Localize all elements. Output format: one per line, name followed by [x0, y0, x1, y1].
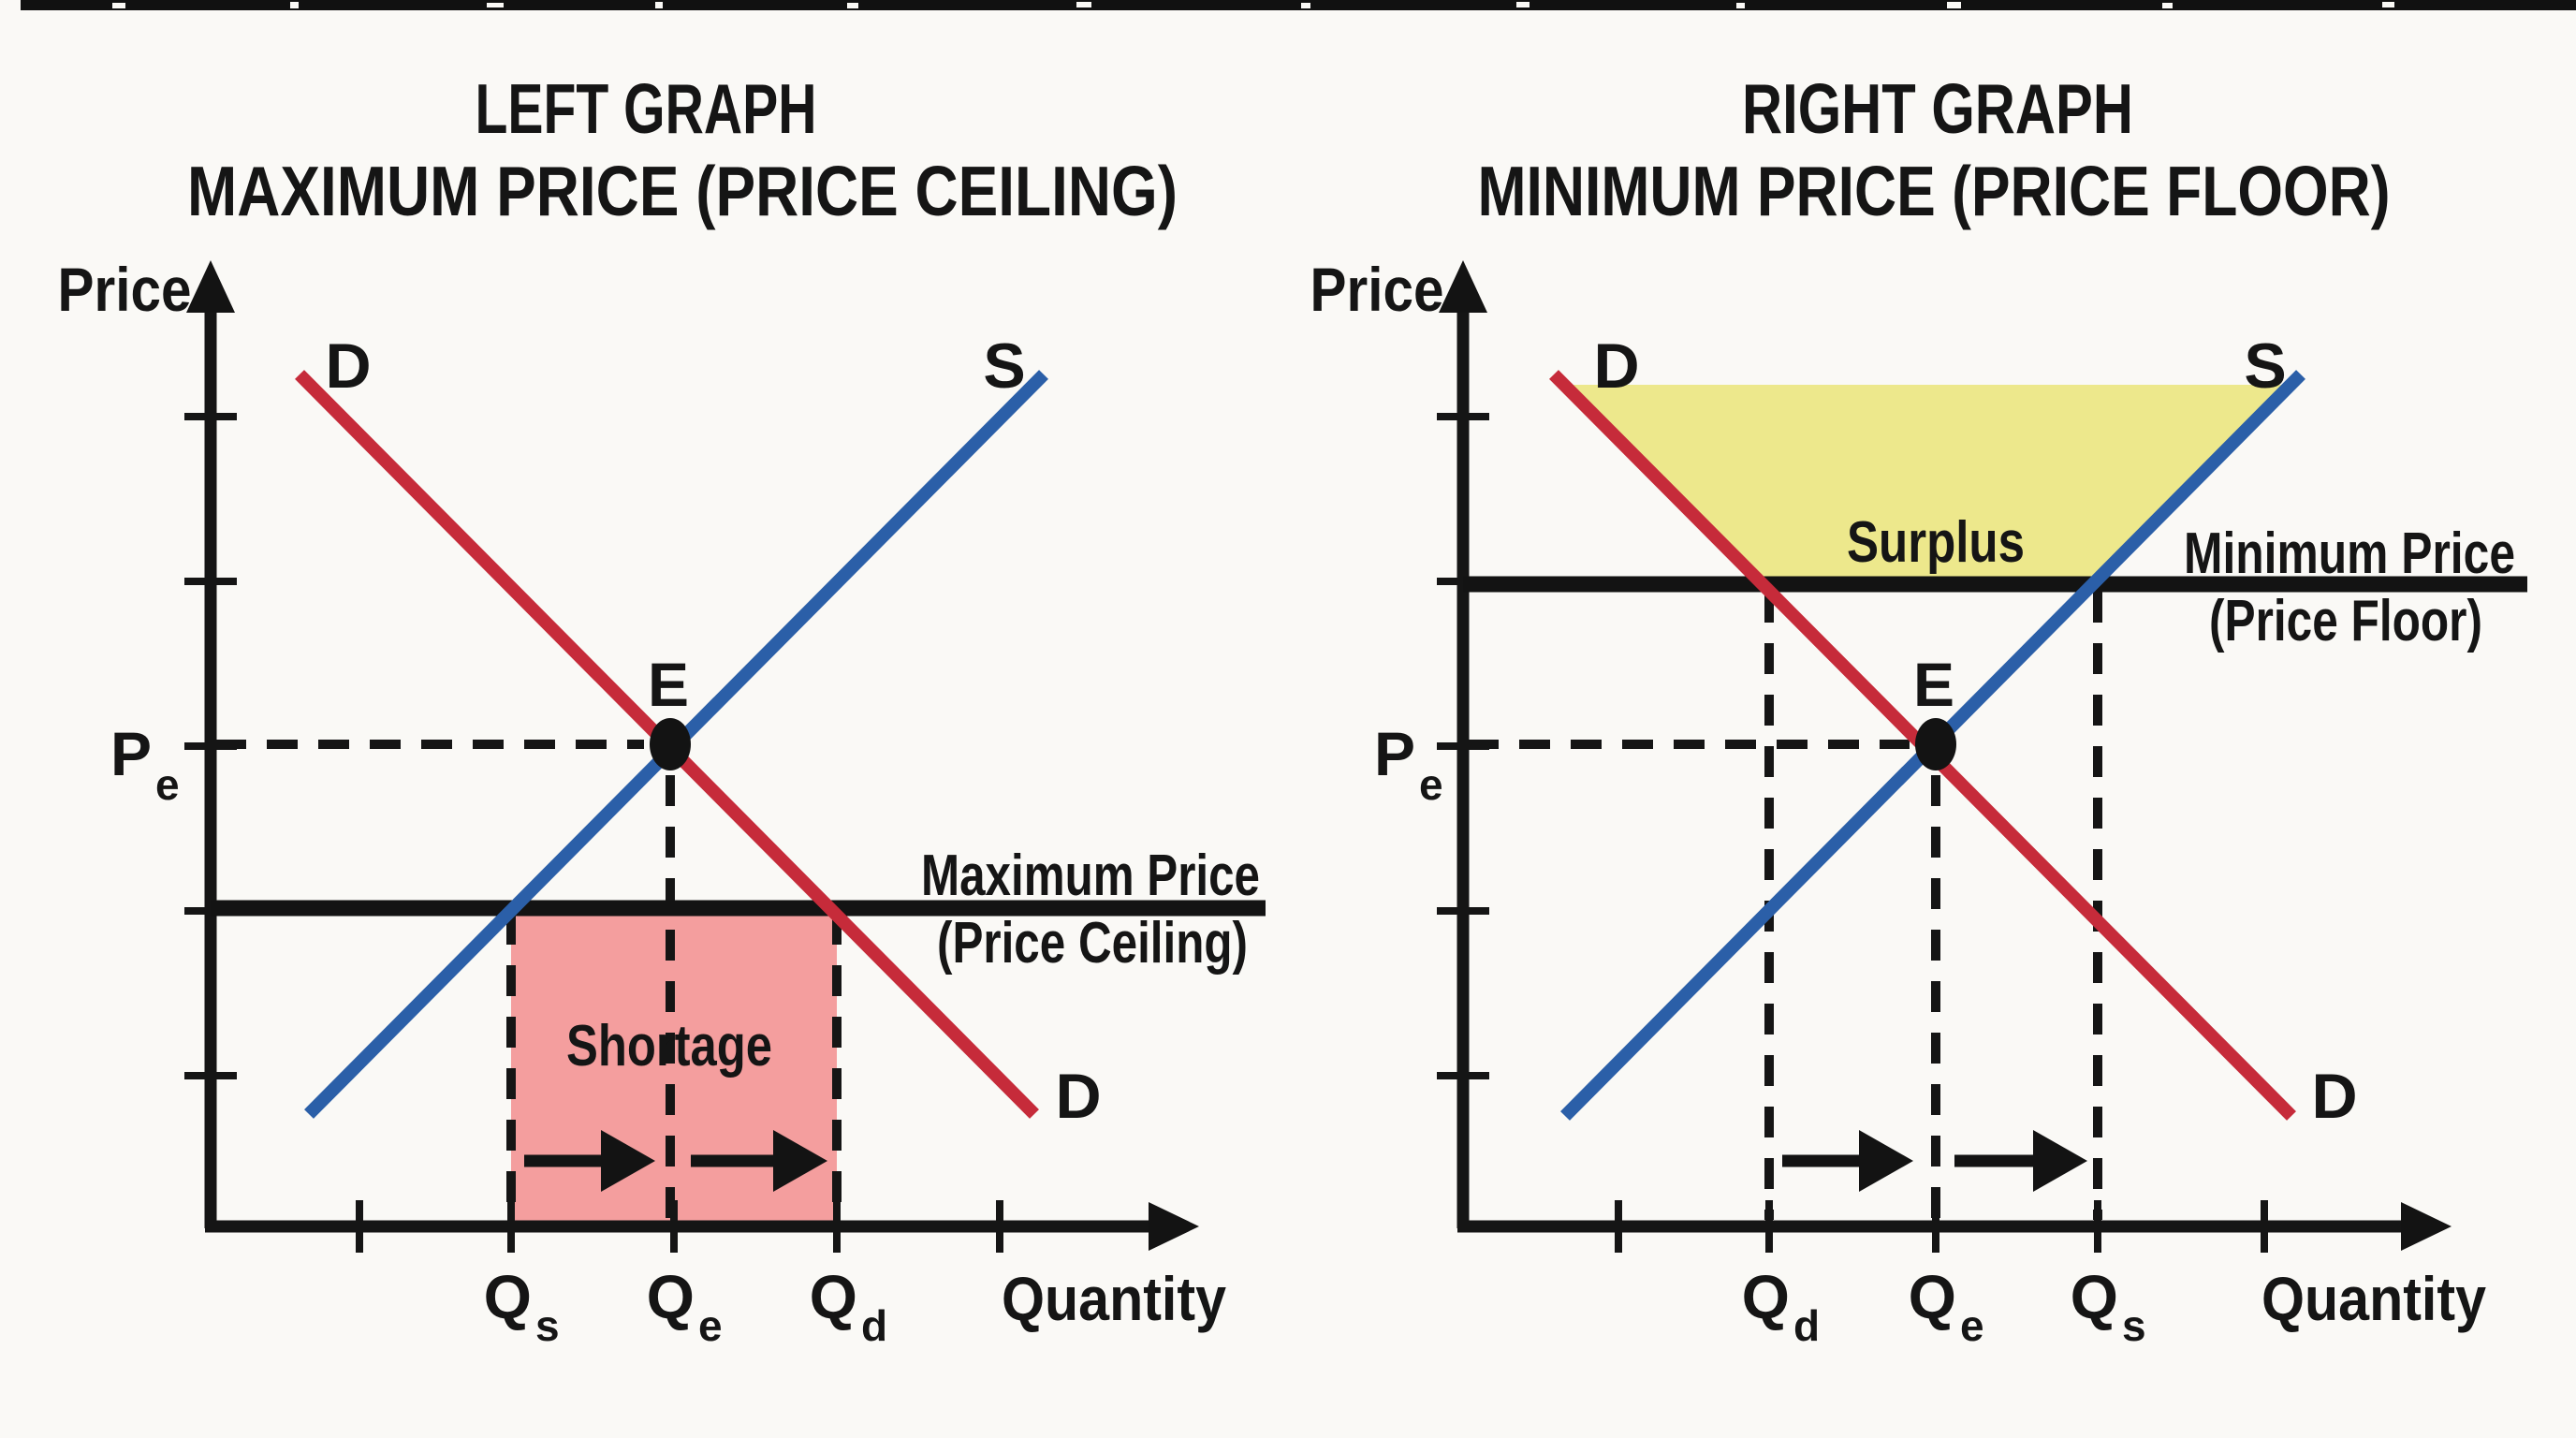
left-pe-label: P	[110, 719, 152, 788]
right-x-axis-arrow-icon	[2401, 1202, 2452, 1251]
right-qs-subscript: s	[2122, 1301, 2146, 1350]
shortage-arrow-2-head-icon	[773, 1130, 827, 1192]
left-demand-label-bottom: D	[1055, 1061, 1101, 1132]
left-qd-subscript: d	[861, 1301, 887, 1350]
left-qs-subscript: s	[535, 1301, 560, 1350]
price-ceiling-label-line2: (Price Ceiling)	[937, 911, 1248, 976]
right-equilibrium-label: E	[1913, 650, 1954, 719]
left-qe-subscript: e	[698, 1301, 723, 1350]
left-quantity-axis-label: Quantity	[1002, 1264, 1226, 1333]
surplus-arrow-2-head-icon	[2033, 1130, 2087, 1192]
left-graph: LEFT GRAPH MAXIMUM PRICE (PRICE CEILING)…	[58, 69, 1266, 1350]
right-title-line2: MINIMUM PRICE (PRICE FLOOR)	[1478, 152, 2391, 230]
shortage-label: Shortage	[566, 1014, 772, 1078]
price-floor-label-line2: (Price Floor)	[2209, 589, 2482, 653]
price-floor-label-line1: Minimum Price	[2184, 521, 2515, 586]
right-qs-label: Q	[2071, 1262, 2118, 1331]
surplus-region	[1564, 385, 2291, 585]
left-equilibrium-label: E	[648, 650, 689, 719]
left-qs-label: Q	[484, 1262, 532, 1331]
right-qe-label: Q	[1909, 1262, 1956, 1331]
left-demand-label-top: D	[325, 330, 371, 402]
right-x-ticks	[1615, 1200, 2268, 1253]
right-qd-subscript: d	[1793, 1301, 1820, 1350]
right-title-line1: RIGHT GRAPH	[1742, 69, 2133, 148]
left-y-axis-arrow-icon	[186, 260, 235, 313]
right-pe-subscript: e	[1419, 760, 1443, 809]
right-y-axis-arrow-icon	[1439, 260, 1487, 313]
left-title-line2: MAXIMUM PRICE (PRICE CEILING)	[187, 152, 1178, 230]
left-equilibrium-point	[650, 718, 691, 770]
shortage-arrow-1-head-icon	[601, 1130, 655, 1192]
left-qe-label: Q	[647, 1262, 695, 1331]
right-price-axis-label: Price	[1310, 255, 1444, 324]
left-title-line1: LEFT GRAPH	[476, 69, 817, 148]
right-demand-label-bottom: D	[2311, 1061, 2357, 1132]
right-equilibrium-point	[1915, 718, 1956, 770]
left-y-ticks	[184, 413, 237, 1079]
left-x-ticks	[356, 1200, 1003, 1253]
left-qd-label: Q	[810, 1262, 857, 1331]
surplus-arrow-1-head-icon	[1859, 1130, 1913, 1192]
right-quantity-axis-label: Quantity	[2261, 1264, 2486, 1333]
right-qd-label: Q	[1742, 1262, 1790, 1331]
surplus-label: Surplus	[1847, 510, 2025, 575]
right-demand-label-top: D	[1593, 330, 1639, 402]
right-graph: RIGHT GRAPH MINIMUM PRICE (PRICE FLOOR) …	[1310, 69, 2527, 1350]
price-ceiling-label-line1: Maximum Price	[921, 844, 1260, 908]
left-x-axis-arrow-icon	[1149, 1202, 1199, 1251]
left-supply-label: S	[983, 330, 1025, 402]
left-price-axis-label: Price	[58, 255, 192, 324]
right-pe-label: P	[1374, 719, 1415, 788]
left-pe-subscript: e	[155, 760, 180, 809]
right-supply-label: S	[2244, 330, 2286, 402]
scan-edge-artifact	[21, 0, 2576, 10]
right-qe-subscript: e	[1960, 1301, 1984, 1350]
